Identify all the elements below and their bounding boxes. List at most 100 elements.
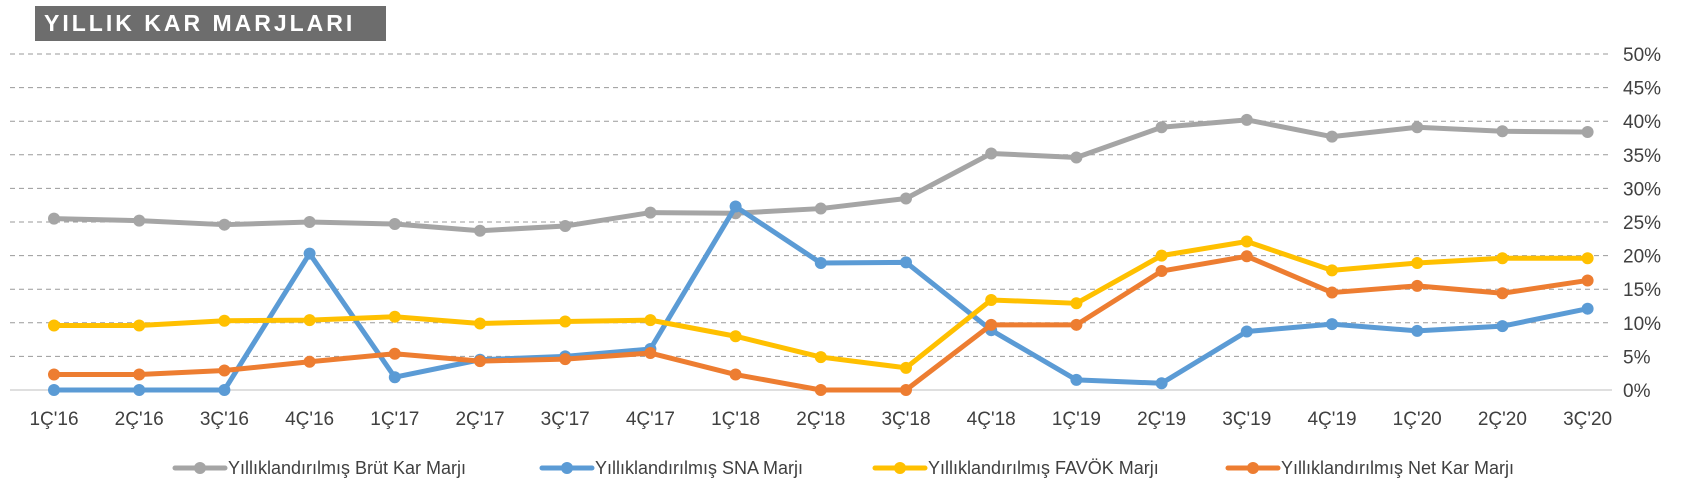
x-tick-label: 1Ç'16 [29,409,78,430]
legend-swatch-marker [194,462,206,474]
x-tick-label: 3Ç'16 [200,409,249,430]
data-point [133,384,146,396]
series-lines [48,113,1594,396]
data-point [474,224,486,237]
data-point [1326,286,1338,299]
y-axis-tick-labels: 0% 5% 10% 15% 20% 25% 30% 35% 40% 45% 50% [1623,45,1661,402]
series-2 [48,235,1594,374]
data-point [1581,125,1594,138]
data-point [814,351,827,364]
data-point [814,256,827,269]
data-point [900,384,912,396]
data-point [474,355,486,368]
data-point [133,319,146,332]
data-point [1496,320,1509,333]
x-tick-label: 3Ç'19 [1222,409,1271,430]
data-point [985,147,998,160]
data-point [1155,265,1168,278]
y-tick-label: 35% [1623,146,1661,167]
data-point [729,200,742,213]
data-point [644,314,657,327]
data-point [1155,377,1168,390]
x-tick-label: 4Ç'17 [626,409,675,430]
data-point [48,319,60,332]
legend-item: Yıllıklandırılmış FAVÖK Marjı [872,458,1159,478]
data-point [729,330,742,343]
series-0 [48,113,1594,237]
data-point [900,192,912,205]
legend-swatch-marker [894,462,906,474]
data-point [1581,274,1594,287]
series-3 [48,250,1594,396]
data-point [1070,318,1083,331]
x-tick-label: 3Ç'18 [881,409,930,430]
legend-item: Yıllıklandırılmış Brüt Kar Marjı [172,458,466,478]
data-point [1411,256,1424,269]
y-tick-label: 25% [1623,213,1661,234]
x-tick-label: 4Ç'19 [1307,409,1356,430]
x-tick-label: 2Ç'16 [115,409,164,430]
x-tick-label: 2Ç'19 [1137,409,1186,430]
data-point [1240,325,1253,338]
data-point [388,371,401,384]
y-tick-label: 30% [1623,179,1661,200]
data-point [900,361,912,374]
data-point [303,216,316,228]
data-point [1070,297,1083,310]
x-tick-label: 4Ç'16 [285,409,334,430]
legend-label: Yıllıklandırılmış Brüt Kar Marjı [228,458,466,478]
legend-swatch-marker [1247,462,1259,474]
x-tick-label: 1Ç'20 [1393,409,1442,430]
x-tick-label: 1Ç'17 [370,409,419,430]
data-point [1240,113,1253,126]
y-tick-label: 20% [1623,247,1661,268]
data-point [1326,130,1338,143]
data-point [48,368,60,381]
data-point [1240,250,1253,263]
data-point [1496,252,1509,265]
legend-swatch-marker [561,462,573,474]
data-point [1070,373,1083,386]
data-point [1326,318,1338,331]
data-point [1581,252,1594,265]
data-point [48,384,60,396]
data-point [559,353,572,366]
y-tick-label: 0% [1623,381,1651,402]
legend-label: Yıllıklandırılmış SNA Marjı [595,458,803,478]
data-point [133,214,146,227]
data-point [303,247,316,260]
legend-item: Yıllıklandırılmış SNA Marjı [539,458,803,478]
data-point [303,314,316,327]
y-tick-label: 40% [1623,112,1661,133]
y-tick-label: 15% [1623,280,1661,301]
series-1 [48,200,1594,396]
legend: Yıllıklandırılmış Brüt Kar Marjı Yıllıkla… [172,458,1514,478]
data-point [1411,324,1424,337]
data-point [1155,121,1168,134]
data-point [814,384,827,396]
x-tick-label: 1Ç'19 [1052,409,1101,430]
y-tick-label: 50% [1623,45,1661,66]
data-point [388,310,401,323]
data-point [218,218,231,231]
data-point [1411,279,1424,292]
data-point [388,347,401,360]
data-point [1411,121,1424,134]
data-point [1155,249,1168,262]
x-tick-label: 2Ç'20 [1478,409,1527,430]
legend-label: Yıllıklandırılmış Net Kar Marjı [1281,458,1514,478]
data-point [218,364,231,377]
legend-label: Yıllıklandırılmış FAVÖK Marjı [928,458,1159,478]
x-tick-label: 2Ç'17 [455,409,504,430]
data-point [1496,287,1509,300]
data-point [1070,151,1083,164]
data-point [388,218,401,231]
data-point [559,315,572,328]
data-point [474,317,486,330]
data-point [1496,125,1509,138]
y-tick-label: 10% [1623,314,1661,335]
y-tick-label: 5% [1623,347,1651,368]
data-point [48,212,60,225]
x-tick-label: 3Ç'20 [1563,409,1612,430]
